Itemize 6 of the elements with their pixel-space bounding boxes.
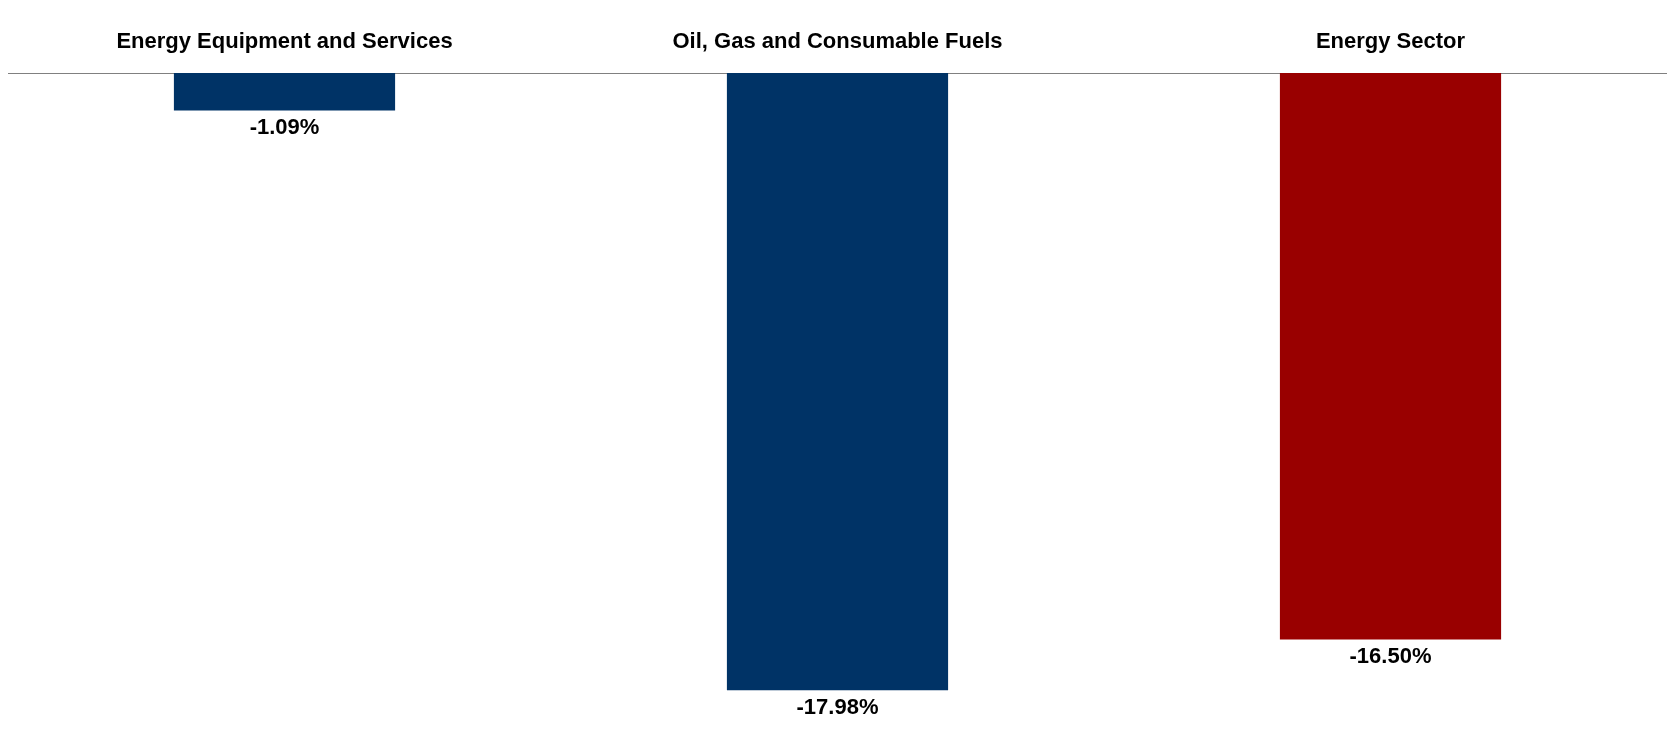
x-tick-label: Energy Equipment and Services — [116, 27, 453, 53]
data-label: -16.50% — [1349, 643, 1432, 668]
x-tick-label: Oil, Gas and Consumable Fuels — [672, 27, 1003, 53]
x-tick-label: Energy Sector — [1315, 27, 1466, 53]
data-label: -1.09% — [249, 113, 320, 139]
data-label: -17.98% — [796, 693, 879, 719]
